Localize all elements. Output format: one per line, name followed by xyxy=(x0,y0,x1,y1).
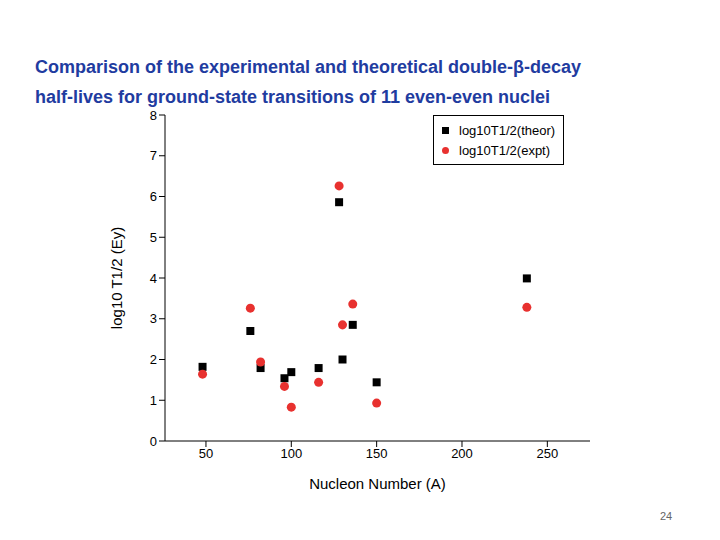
html-text:log10T1/2(theor): log10T1/2(theor) xyxy=(459,122,556,138)
html-text:24: 24 xyxy=(660,510,673,522)
svg-text:2: 2 xyxy=(150,352,157,367)
svg-text:log10 T1/2 (Ey): log10 T1/2 (Ey) xyxy=(108,227,125,329)
svg-text:Nucleon Number (A): Nucleon Number (A) xyxy=(309,475,446,492)
svg-text:4: 4 xyxy=(150,271,157,286)
svg-text:5: 5 xyxy=(150,230,157,245)
svg-text:8: 8 xyxy=(150,108,157,123)
svg-text:0: 0 xyxy=(150,434,157,449)
html-text:log10T1/2(expt): log10T1/2(expt) xyxy=(459,142,551,158)
svg-text:50: 50 xyxy=(199,446,213,461)
svg-text:6: 6 xyxy=(150,189,157,204)
html-text:Comparison of the experimental: Comparison of the experimental and theor… xyxy=(35,57,582,107)
svg-text:100: 100 xyxy=(280,446,302,461)
svg-text:150: 150 xyxy=(366,446,388,461)
svg-text:1: 1 xyxy=(150,393,157,408)
svg-text:200: 200 xyxy=(451,446,473,461)
svg-text:3: 3 xyxy=(150,311,157,326)
svg-text:7: 7 xyxy=(150,148,157,163)
svg-text:250: 250 xyxy=(536,446,558,461)
